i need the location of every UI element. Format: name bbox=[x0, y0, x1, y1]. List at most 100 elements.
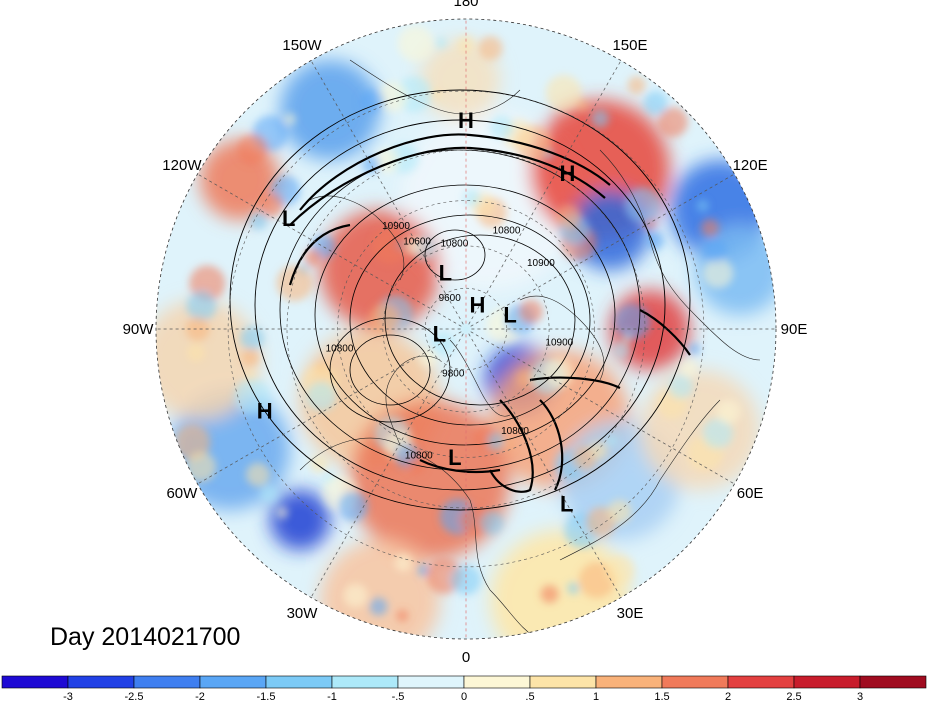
latitude-circle bbox=[382, 245, 550, 413]
anomaly-speckle bbox=[668, 374, 693, 399]
anomaly-speckle bbox=[557, 204, 581, 229]
colorbar-tick-label: -2.5 bbox=[125, 691, 144, 702]
anomaly-speckle bbox=[260, 485, 279, 504]
anomaly-blob bbox=[270, 490, 330, 550]
longitude-label: 150W bbox=[282, 37, 322, 54]
meridian-line bbox=[310, 60, 464, 325]
height-contour bbox=[349, 334, 431, 406]
height-contour bbox=[384, 234, 576, 406]
longitude-label: 60E bbox=[737, 485, 764, 502]
anomaly-speckle bbox=[613, 340, 631, 359]
anomaly-speckle bbox=[237, 134, 268, 165]
anomaly-speckle bbox=[627, 76, 646, 95]
anomaly-speckle bbox=[417, 564, 430, 577]
anomaly-speckle bbox=[241, 348, 260, 367]
height-contour bbox=[314, 184, 616, 446]
map-title: Day 2014021700 bbox=[50, 623, 240, 651]
isotach-contour bbox=[419, 459, 501, 474]
anomaly-speckle bbox=[501, 438, 514, 451]
isotach-contour bbox=[639, 309, 691, 356]
anomaly-speckle bbox=[701, 218, 719, 237]
anomaly-speckle bbox=[451, 565, 481, 595]
colorbar-swatch bbox=[793, 675, 861, 689]
anomaly-speckle bbox=[702, 418, 733, 449]
contour-label: 10800 bbox=[326, 343, 354, 354]
anomaly-speckle bbox=[396, 609, 409, 622]
anomaly-blob bbox=[420, 40, 500, 120]
anomaly-speckle bbox=[605, 434, 618, 447]
high-pressure-center: H bbox=[470, 292, 486, 317]
anomaly-speckle bbox=[543, 357, 574, 388]
anomaly-speckle bbox=[696, 199, 709, 212]
colorbar-tick-label: .5 bbox=[525, 691, 534, 702]
latitude-circle bbox=[286, 149, 646, 509]
anomaly-speckle bbox=[403, 236, 422, 255]
longitude-labels: 90E 60E 30E 0 30W 60W 90W 120W 150W 180 150E 120E bbox=[123, 0, 808, 666]
contour-label: 10800 bbox=[501, 426, 529, 437]
anomaly-speckle bbox=[343, 583, 368, 608]
colorbar-tick-label: -3 bbox=[63, 691, 73, 702]
anomaly-speckle bbox=[369, 597, 388, 616]
longitude-label: 180 bbox=[453, 0, 478, 10]
longitude-label: 120W bbox=[162, 157, 202, 174]
contour-label: 10800 bbox=[440, 239, 468, 250]
contour-label: 10600 bbox=[403, 236, 431, 247]
anomaly-speckle bbox=[249, 212, 268, 230]
colorbar-swatch bbox=[67, 675, 135, 689]
anomaly-speckle bbox=[304, 248, 322, 267]
anomaly-speckle bbox=[489, 115, 514, 140]
anomaly-speckle bbox=[657, 107, 688, 138]
anomaly-blob bbox=[640, 370, 760, 490]
anomaly-speckle bbox=[518, 299, 543, 324]
anomaly-speckle bbox=[186, 343, 205, 362]
colorbar-tick-label: 2 bbox=[725, 691, 731, 702]
isotach-contour bbox=[288, 223, 351, 286]
meridian-line bbox=[470, 331, 735, 485]
low-pressure-center: L bbox=[448, 445, 461, 470]
anomaly-speckle bbox=[284, 113, 296, 126]
longitude-label: 0 bbox=[462, 649, 470, 666]
colorbar-swatch bbox=[727, 675, 795, 689]
colorbar-tick-label: 1 bbox=[593, 691, 599, 702]
anomaly-speckle bbox=[457, 35, 475, 54]
contour-label: 10900 bbox=[545, 338, 573, 349]
anomaly-speckle bbox=[576, 99, 589, 111]
isotach-contour bbox=[289, 146, 606, 226]
meridian-line bbox=[310, 333, 464, 598]
isotach-contour bbox=[299, 133, 611, 211]
low-pressure-center: L bbox=[560, 491, 573, 516]
coastlines bbox=[299, 59, 761, 639]
colorbar-tick-label: -1 bbox=[327, 691, 337, 702]
low-pressure-center: L bbox=[439, 260, 452, 285]
graticule bbox=[155, 18, 777, 640]
anomaly-speckle bbox=[479, 510, 504, 535]
colorbar-swatch bbox=[199, 675, 267, 689]
anomaly-speckle bbox=[240, 326, 265, 351]
anomaly-speckle bbox=[185, 317, 210, 341]
anomaly-speckle bbox=[338, 491, 368, 522]
height-contour bbox=[329, 317, 451, 423]
anomaly-speckle bbox=[643, 91, 668, 115]
latitude-circle bbox=[424, 287, 508, 371]
longitude-label: 60W bbox=[166, 485, 198, 502]
map-boundary bbox=[155, 18, 777, 640]
colorbar-swatch bbox=[595, 675, 663, 689]
anomaly-speckle bbox=[516, 369, 535, 388]
low-pressure-center: L bbox=[503, 303, 516, 328]
meridian-line bbox=[468, 60, 622, 325]
anomaly-speckle bbox=[540, 585, 559, 604]
colorbar-swatch bbox=[859, 675, 927, 689]
anomaly-speckle bbox=[276, 506, 289, 519]
anomaly-speckle bbox=[359, 89, 384, 114]
colorbar-swatch bbox=[265, 675, 333, 689]
anomaly-speckle bbox=[478, 36, 503, 61]
anomaly-speckle bbox=[306, 381, 337, 412]
colorbar-swatch bbox=[1, 675, 69, 689]
meridian-line bbox=[197, 331, 462, 485]
anomaly-speckle bbox=[462, 188, 481, 207]
height-contours bbox=[229, 89, 691, 511]
anomaly-speckle bbox=[604, 555, 635, 586]
anomaly-speckle bbox=[186, 290, 217, 321]
latitude-circle bbox=[227, 90, 705, 568]
